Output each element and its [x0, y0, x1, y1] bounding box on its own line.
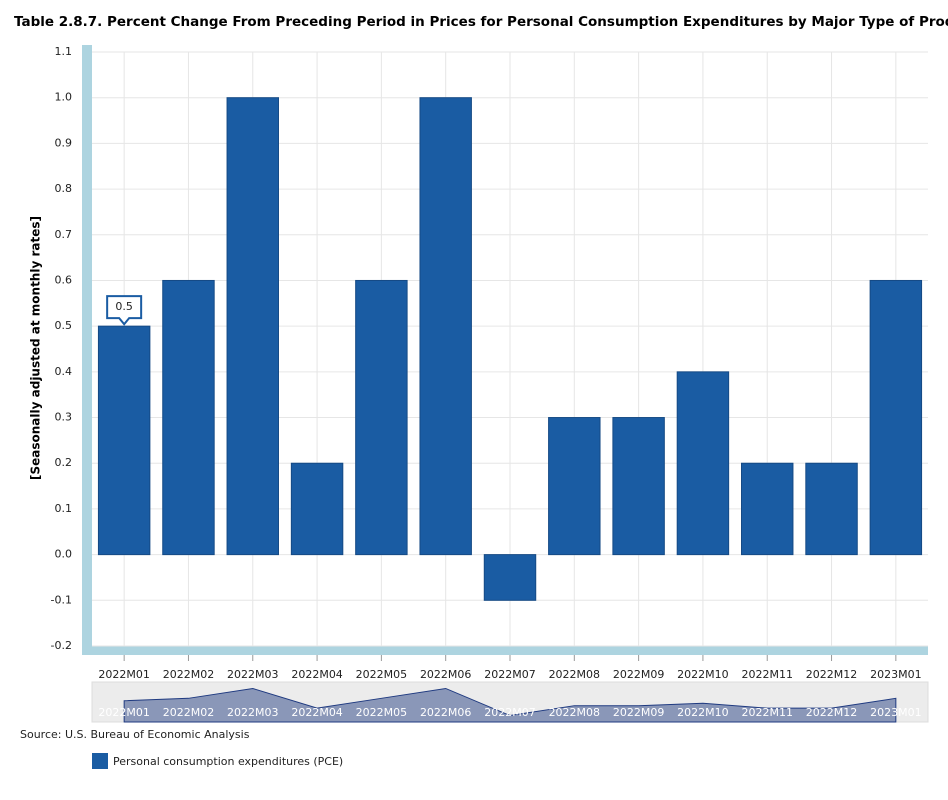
- x-tick-label: 2022M10: [677, 668, 728, 681]
- navigator-label: 2022M06: [420, 706, 471, 719]
- y-tick-label: 0.8: [55, 182, 73, 195]
- bar: [290, 462, 344, 556]
- navigator-label: 2022M03: [227, 706, 278, 719]
- y-tick-label: -0.2: [51, 639, 72, 652]
- x-tick-label: 2022M02: [163, 668, 214, 681]
- navigator-label: 2022M04: [291, 706, 342, 719]
- x-tick-label: 2022M07: [484, 668, 535, 681]
- x-tick-label: 2022M03: [227, 668, 278, 681]
- x-tick-label: 2022M12: [806, 668, 857, 681]
- bar: [419, 97, 472, 556]
- bar: [162, 279, 215, 556]
- x-tick-label: 2022M09: [613, 668, 664, 681]
- navigator-area: [123, 687, 897, 723]
- bar: [355, 279, 408, 556]
- y-tick-label: 0.5: [55, 319, 73, 332]
- bar: [805, 462, 858, 556]
- bar: [676, 371, 730, 556]
- x-axis-band: [82, 646, 928, 655]
- tooltip: 0.5: [106, 295, 143, 326]
- y-axis-label: [Seasonally adjusted at monthly rates]: [29, 216, 43, 480]
- y-tick-label: 0.4: [55, 365, 73, 378]
- tooltip-text: 0.5: [115, 300, 133, 313]
- y-tick-label: 0.2: [55, 456, 73, 469]
- y-tick-label: 0.0: [55, 548, 73, 561]
- y-tick-label: 0.3: [55, 411, 73, 424]
- bar: [226, 97, 279, 556]
- navigator-label: 2022M12: [806, 706, 857, 719]
- legend-swatch: [92, 753, 108, 769]
- x-tick-label: 2022M06: [420, 668, 471, 681]
- navigator-label: 2022M11: [741, 706, 792, 719]
- bar: [869, 279, 923, 556]
- x-tick-label: 2022M11: [741, 668, 792, 681]
- y-tick-label: 0.6: [55, 273, 73, 286]
- bar: [483, 554, 537, 601]
- navigator-label: 2022M01: [98, 706, 149, 719]
- navigator-label: 2022M07: [484, 706, 535, 719]
- y-tick-label: 1.0: [55, 91, 73, 104]
- y-tick-label: 0.1: [55, 502, 73, 515]
- navigator-label: 2022M09: [613, 706, 664, 719]
- x-tick-label: 2022M08: [549, 668, 600, 681]
- x-tick-label: 2023M01: [870, 668, 921, 681]
- chart-title: Table 2.8.7. Percent Change From Precedi…: [14, 14, 948, 30]
- tooltip-box: [106, 295, 143, 326]
- x-tick-label: 2022M01: [98, 668, 149, 681]
- legend-label: Personal consumption expenditures (PCE): [113, 755, 343, 768]
- source: Source: U.S. Bureau of Economic Analysis: [20, 728, 250, 741]
- navigator-label: 2022M05: [356, 706, 407, 719]
- y-axis-band: [82, 45, 92, 655]
- y-tick-label: 0.7: [55, 228, 73, 241]
- y-tick-label: 0.9: [55, 136, 73, 149]
- bar: [741, 462, 794, 556]
- navigator-label: 2022M10: [677, 706, 728, 719]
- navigator-label: 2022M08: [549, 706, 600, 719]
- y-tick-label: -0.1: [51, 593, 72, 606]
- bar: [612, 417, 665, 556]
- navigator-label: 2022M02: [163, 706, 214, 719]
- x-tick-label: 2022M04: [291, 668, 342, 681]
- navigator-label: 2023M01: [870, 706, 921, 719]
- y-tick-label: 1.1: [55, 45, 73, 58]
- bar: [97, 325, 151, 556]
- bar: [548, 417, 601, 556]
- x-tick-label: 2022M05: [356, 668, 407, 681]
